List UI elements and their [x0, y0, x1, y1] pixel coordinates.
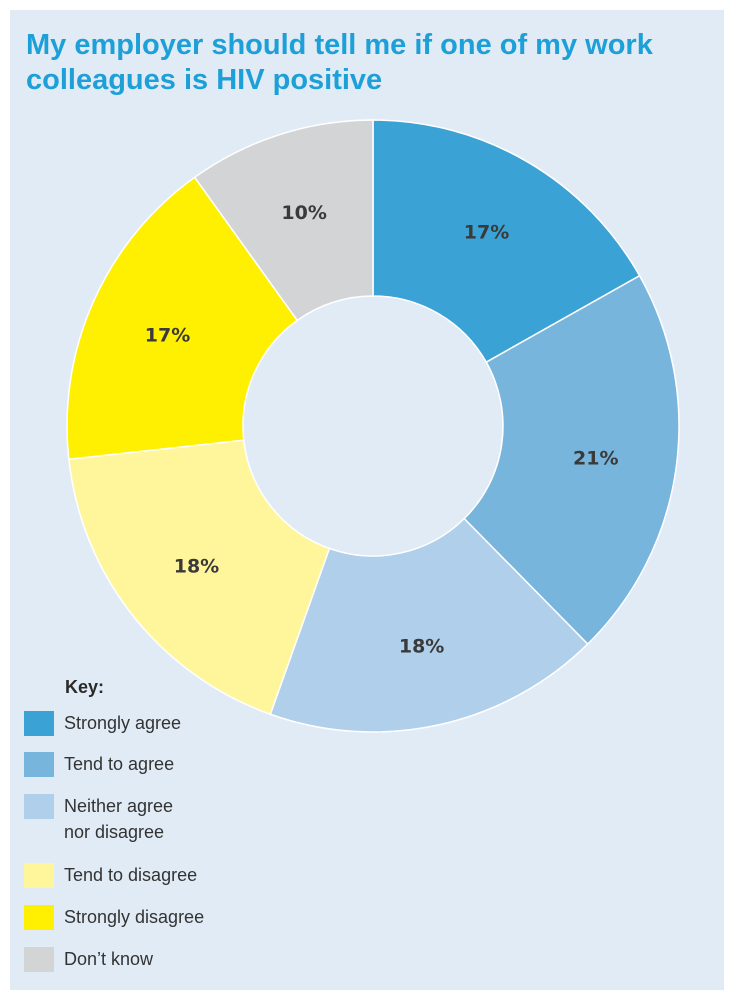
slice-label-neither: 18%	[399, 636, 444, 658]
slice-strongly-disagree	[66, 176, 299, 461]
legend-label: Tend to disagree	[64, 865, 198, 885]
slice-neither	[269, 517, 589, 733]
legend-label: Strongly agree	[64, 713, 182, 733]
legend-swatch	[24, 794, 54, 819]
legend-label: Strongly disagree	[64, 907, 205, 927]
slice-label-dont-know: 10%	[281, 202, 326, 224]
slice-label-tend-to-agree: 21%	[573, 447, 618, 469]
legend-swatch	[24, 947, 54, 972]
slice-label-strongly-agree: 17%	[464, 222, 509, 244]
slice-dont-know	[193, 119, 374, 322]
slice-tend-to-agree	[463, 274, 680, 646]
chart-title: My employer should tell me if one of my …	[26, 29, 653, 96]
legend-swatch	[24, 752, 54, 777]
legend-swatch	[24, 863, 54, 888]
slice-label-tend-to-disagree: 18%	[174, 556, 219, 578]
legend-label: Don’t know	[64, 949, 154, 969]
legend-label: Tend to agree	[64, 754, 175, 774]
slice-strongly-agree	[372, 119, 641, 364]
legend-title: Key:	[65, 677, 105, 697]
legend-label: Neither agree nor disagree	[64, 796, 174, 842]
legend-swatch	[24, 905, 54, 930]
legend-swatch	[24, 711, 54, 736]
slice-label-strongly-disagree: 17%	[145, 324, 190, 346]
slice-tend-to-disagree	[67, 439, 331, 716]
